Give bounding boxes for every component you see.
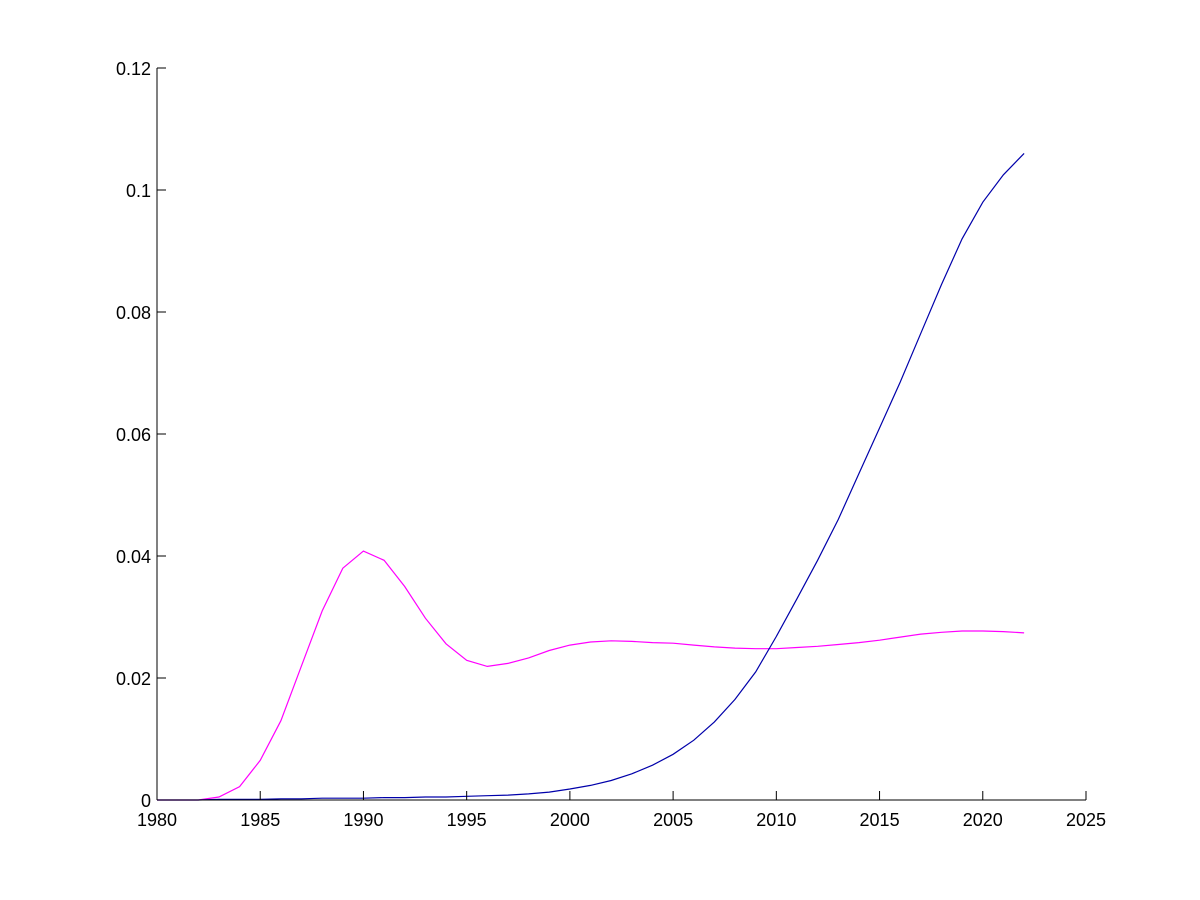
series-layer <box>157 152 1025 801</box>
y-tick-label: 0.12 <box>116 59 151 79</box>
x-tick-label: 1995 <box>447 810 487 830</box>
y-tick-label: 0.1 <box>126 181 151 201</box>
y-tick-label: 0.04 <box>116 547 151 567</box>
y-tick-label: 0 <box>141 791 151 811</box>
series-line-0 <box>157 550 1025 801</box>
x-tick-label: 2010 <box>756 810 796 830</box>
x-tick-label: 2020 <box>963 810 1003 830</box>
series-line-1 <box>157 152 1025 801</box>
x-tick-label: 1990 <box>343 810 383 830</box>
x-tick-label: 1985 <box>240 810 280 830</box>
x-tick-label: 1980 <box>137 810 177 830</box>
x-ticks: 1980 1985 1990 1995 2000 2005 2010 2015 2020 2025 <box>137 791 1106 830</box>
x-tick-label: 2015 <box>860 810 900 830</box>
x-tick-label: 2005 <box>653 810 693 830</box>
x-tick-label: 2000 <box>550 810 590 830</box>
y-tick-label: 0.02 <box>116 669 151 689</box>
y-ticks: 0 0.02 0.04 0.06 0.08 0.1 0.12 <box>116 59 166 811</box>
y-tick-label: 0.06 <box>116 425 151 445</box>
x-tick-label: 2025 <box>1066 810 1106 830</box>
y-tick-label: 0.08 <box>116 303 151 323</box>
